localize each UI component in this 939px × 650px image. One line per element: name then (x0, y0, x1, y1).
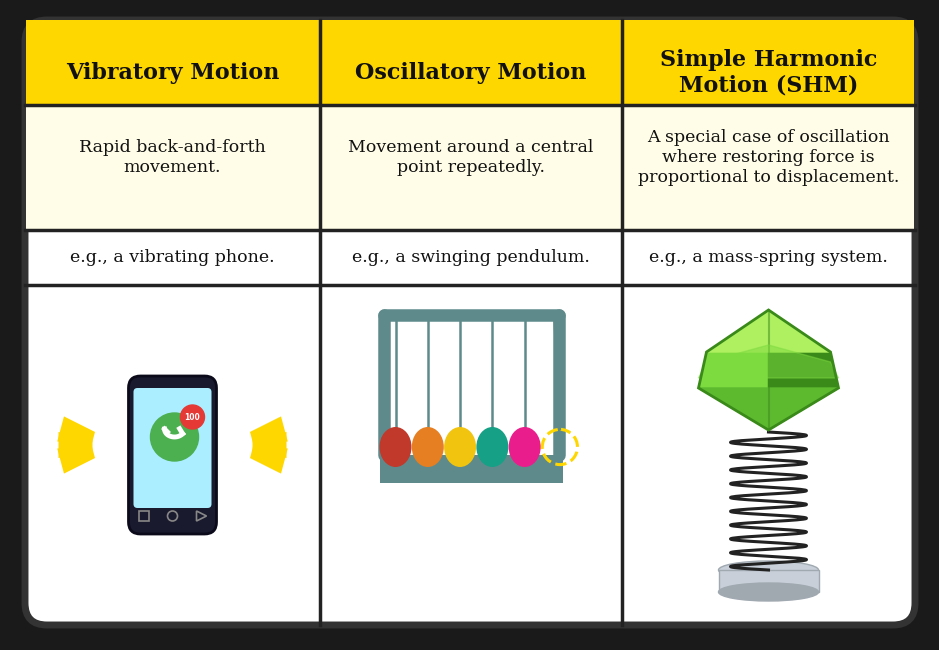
Polygon shape (699, 388, 839, 430)
Text: Oscillatory Motion: Oscillatory Motion (355, 62, 587, 83)
Polygon shape (706, 310, 830, 352)
FancyBboxPatch shape (26, 20, 319, 125)
Polygon shape (57, 417, 95, 443)
Ellipse shape (412, 427, 444, 467)
FancyBboxPatch shape (321, 105, 621, 230)
FancyBboxPatch shape (321, 20, 621, 125)
Text: Simple Harmonic
Motion (SHM): Simple Harmonic Motion (SHM) (660, 49, 877, 96)
Polygon shape (58, 432, 93, 458)
Polygon shape (699, 345, 839, 378)
Text: Rapid back-and-forth
movement.: Rapid back-and-forth movement. (79, 139, 266, 176)
Ellipse shape (509, 427, 541, 467)
Ellipse shape (379, 427, 411, 467)
FancyBboxPatch shape (623, 105, 914, 230)
Circle shape (150, 413, 198, 461)
Text: e.g., a mass-spring system.: e.g., a mass-spring system. (649, 249, 888, 266)
Ellipse shape (444, 427, 476, 467)
Polygon shape (699, 310, 768, 430)
Text: A special case of oscillation
where restoring force is
proportional to displacem: A special case of oscillation where rest… (638, 129, 900, 186)
Polygon shape (250, 417, 287, 443)
Text: Vibratory Motion: Vibratory Motion (66, 62, 279, 83)
Text: e.g., a swinging pendulum.: e.g., a swinging pendulum. (352, 249, 590, 266)
Circle shape (180, 405, 205, 429)
Polygon shape (768, 310, 839, 430)
Text: Movement around a central
point repeatedly.: Movement around a central point repeated… (348, 139, 593, 176)
FancyBboxPatch shape (129, 376, 217, 534)
Ellipse shape (718, 583, 819, 601)
FancyBboxPatch shape (26, 105, 319, 230)
FancyBboxPatch shape (718, 570, 819, 592)
FancyBboxPatch shape (623, 20, 914, 125)
FancyBboxPatch shape (379, 455, 562, 483)
Polygon shape (250, 447, 287, 474)
Polygon shape (57, 447, 95, 474)
Ellipse shape (476, 427, 508, 467)
Polygon shape (253, 432, 286, 458)
Text: 100: 100 (185, 413, 200, 421)
FancyBboxPatch shape (133, 388, 211, 508)
Text: e.g., a vibrating phone.: e.g., a vibrating phone. (70, 249, 275, 266)
FancyBboxPatch shape (25, 20, 915, 625)
Ellipse shape (718, 561, 819, 579)
